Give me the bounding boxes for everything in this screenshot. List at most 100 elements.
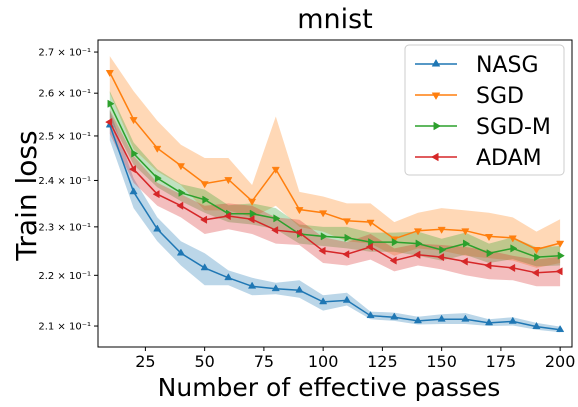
data-point-nasg xyxy=(129,187,138,195)
data-point-sgd xyxy=(105,70,114,78)
data-point-sgd xyxy=(319,210,328,218)
plot-frame xyxy=(97,39,573,348)
data-point-nasg xyxy=(390,312,399,320)
y-tick-label: 2.2 × 10⁻¹ xyxy=(38,271,91,282)
x-tick-label: 50 xyxy=(194,352,214,371)
data-point-nasg xyxy=(247,281,257,289)
data-point-sgd xyxy=(200,181,209,189)
data-point-nasg xyxy=(153,224,162,232)
data-point-nasg xyxy=(437,314,446,322)
data-point-nasg xyxy=(200,263,209,271)
data-point-nasg xyxy=(508,316,517,324)
data-point-nasg xyxy=(366,311,375,319)
x-tick-label: 75 xyxy=(254,352,274,371)
data-point-adam xyxy=(413,250,421,259)
data-point-sgd-m xyxy=(131,149,139,158)
legend-box xyxy=(404,44,565,176)
legend-marker-nasg xyxy=(431,58,441,67)
data-point-nasg xyxy=(342,295,351,303)
data-point-sgd-m xyxy=(415,239,423,248)
y-tick-label: 2.4 × 10⁻¹ xyxy=(38,176,91,187)
data-point-adam xyxy=(176,201,184,210)
series-line-nasg xyxy=(109,124,561,331)
data-point-adam xyxy=(436,253,445,262)
series-line-sgd-m xyxy=(109,103,561,258)
data-point-sgd-m xyxy=(154,174,162,183)
data-point-adam xyxy=(152,190,160,199)
data-point-sgd-m xyxy=(439,245,447,254)
data-point-sgd xyxy=(271,166,280,174)
legend-label-sgd-m: SGD-M xyxy=(476,115,551,140)
data-point-nasg xyxy=(319,297,328,305)
data-point-nasg xyxy=(556,325,565,333)
data-point-sgd-m xyxy=(249,209,257,218)
y-tick-label: 2.5 × 10⁻¹ xyxy=(38,131,91,142)
data-point-sgd-m xyxy=(202,195,210,204)
legend-label-sgd: SGD xyxy=(476,84,524,109)
data-point-adam xyxy=(531,268,539,277)
data-point-adam xyxy=(247,215,255,224)
legend-label-nasg: NASG xyxy=(476,53,539,78)
data-point-sgd xyxy=(295,207,304,215)
data-point-sgd xyxy=(366,219,375,227)
data-point-sgd-m xyxy=(344,233,352,242)
data-point-sgd xyxy=(556,240,565,248)
series-layer xyxy=(105,56,565,333)
data-point-sgd xyxy=(129,117,138,125)
data-point-adam xyxy=(105,117,113,127)
x-tick-label: 150 xyxy=(426,352,457,371)
data-point-adam xyxy=(365,242,373,252)
data-point-adam xyxy=(555,267,563,276)
data-point-nasg xyxy=(224,273,233,281)
x-tick-label: 125 xyxy=(367,352,398,371)
data-point-sgd-m xyxy=(557,251,565,260)
data-point-nasg xyxy=(461,314,470,322)
band-nasg xyxy=(109,110,561,333)
data-point-adam xyxy=(389,256,397,265)
y-tick-label: 2.3 × 10⁻¹ xyxy=(38,222,91,233)
data-point-sgd xyxy=(153,145,162,153)
data-point-sgd xyxy=(484,234,494,242)
data-point-nasg xyxy=(532,321,541,329)
data-point-sgd xyxy=(461,228,470,236)
legend-marker-sgd xyxy=(431,92,441,100)
data-point-adam xyxy=(484,261,492,270)
data-point-sgd xyxy=(176,163,186,171)
data-point-adam xyxy=(342,250,350,259)
x-tick-label: 175 xyxy=(486,352,517,371)
y-tick-label: 2.6 × 10⁻¹ xyxy=(38,89,91,100)
y-tick-label: 2.1 × 10⁻¹ xyxy=(38,322,91,333)
plot-area: 25 50 75 100 125 150 175 200 2.1 × 10⁻¹ 2.2 × 10⁻… xyxy=(38,39,576,371)
data-point-sgd-m xyxy=(320,232,328,241)
x-axis-label: Number of effective passes xyxy=(158,373,501,402)
data-point-adam xyxy=(223,211,231,221)
legend-label-adam: ADAM xyxy=(476,146,542,171)
data-point-sgd-m xyxy=(486,249,494,258)
data-point-sgd-m xyxy=(510,244,518,253)
data-point-adam xyxy=(128,165,136,174)
legend-marker-sgd-m xyxy=(433,121,441,131)
data-point-sgd-m xyxy=(107,99,115,108)
data-point-adam xyxy=(318,246,326,255)
series-line-sgd xyxy=(109,72,561,251)
data-point-sgd-m xyxy=(273,214,281,223)
data-point-sgd xyxy=(508,235,517,243)
legend: NASG SGD SGD-M ADAM xyxy=(404,44,565,176)
data-point-sgd-m xyxy=(178,188,186,197)
data-point-adam xyxy=(460,257,468,266)
legend-marker-adam xyxy=(430,152,439,162)
data-point-adam xyxy=(508,263,516,273)
data-point-nasg xyxy=(271,284,280,292)
band-sgd xyxy=(109,56,561,268)
data-point-nasg xyxy=(295,285,304,293)
y-tick-label: 2.7 × 10⁻¹ xyxy=(38,48,91,59)
chart-title: mnist xyxy=(297,4,373,35)
data-point-sgd xyxy=(437,226,446,234)
data-point-sgd xyxy=(532,247,541,255)
data-point-nasg xyxy=(484,318,494,326)
x-tick-label: 25 xyxy=(135,352,155,371)
x-tick-label: 200 xyxy=(545,352,576,371)
data-point-adam xyxy=(200,215,208,224)
data-point-sgd xyxy=(224,177,233,185)
